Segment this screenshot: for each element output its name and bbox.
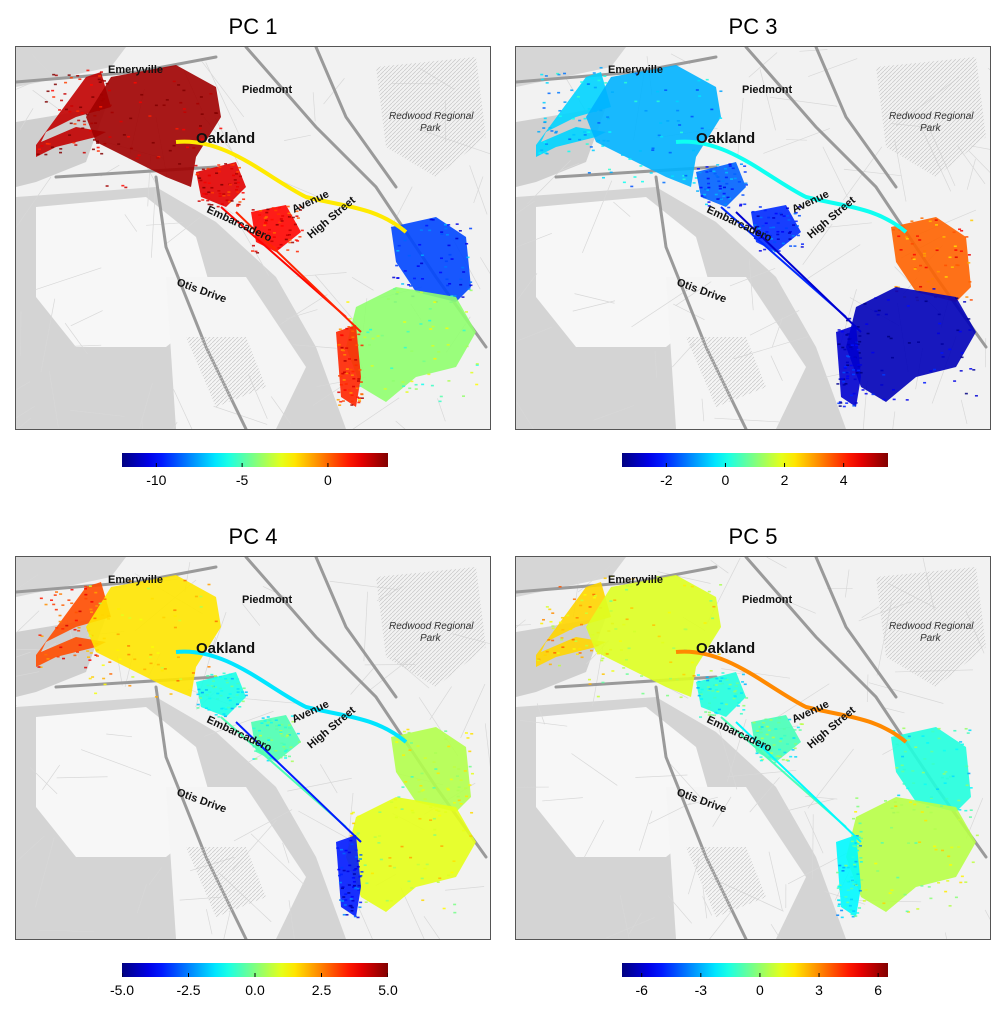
map-label-piedmont: Piedmont bbox=[742, 84, 792, 96]
colorbar-tick-label: 2 bbox=[780, 472, 789, 488]
data-region-chinatown bbox=[696, 162, 746, 207]
colorbar-tick-label: 3 bbox=[815, 982, 823, 998]
colorbar-tick-label: -6 bbox=[635, 982, 648, 998]
data-region-chinatown bbox=[696, 672, 746, 717]
map-label-piedmont: Piedmont bbox=[242, 84, 292, 96]
data-region-east-south bbox=[346, 797, 476, 912]
map-label-emeryville: Emeryville bbox=[608, 64, 663, 76]
map-label-redwood-line2: Park bbox=[920, 123, 942, 134]
map-svg: Emeryville Piedmont Oakland Redwood Regiona… bbox=[16, 557, 490, 939]
colorbar-tick-label: 0 bbox=[721, 472, 730, 488]
data-region-downtown bbox=[586, 575, 721, 697]
map-label-piedmont: Piedmont bbox=[242, 594, 292, 606]
colorbar-tick-label: -2.5 bbox=[176, 982, 201, 998]
map-view[interactable]: Emeryville Piedmont Oakland Redwood Regiona… bbox=[515, 556, 991, 940]
map-view[interactable]: Emeryville Piedmont Oakland Redwood Regiona… bbox=[15, 556, 491, 940]
data-region-west bbox=[36, 582, 111, 667]
colorbar-tick-label: 2.5 bbox=[311, 982, 332, 998]
colorbar-tick-label: -10 bbox=[146, 472, 167, 488]
map-label-redwood-line2: Park bbox=[420, 123, 442, 134]
data-region-west bbox=[36, 72, 111, 157]
map-view[interactable]: Emeryville Piedmont Oakland Redwood Regiona… bbox=[515, 46, 991, 430]
colorbar-tick-label: -5.0 bbox=[109, 982, 135, 998]
map-label-piedmont: Piedmont bbox=[742, 594, 792, 606]
data-region-east-south bbox=[846, 287, 976, 402]
colorbar-tick-label: -3 bbox=[694, 982, 708, 998]
colorbar-tick-label: 4 bbox=[839, 472, 848, 488]
data-region-west bbox=[536, 582, 611, 667]
colorbar bbox=[622, 963, 888, 977]
data-region-mid bbox=[751, 205, 801, 252]
colorbar-tick-label: -5 bbox=[235, 472, 249, 488]
map-label-redwood-line1: Redwood Regional bbox=[889, 111, 974, 122]
data-region-east-south bbox=[346, 287, 476, 402]
colorbar-tick-label: 0 bbox=[324, 472, 332, 488]
data-region-chinatown bbox=[196, 672, 246, 717]
data-region-west bbox=[536, 72, 611, 157]
data-region-downtown bbox=[86, 575, 221, 697]
colorbar bbox=[122, 453, 388, 467]
map-label-redwood-line1: Redwood Regional bbox=[389, 621, 474, 632]
colorbar bbox=[622, 453, 888, 467]
map-svg: Emeryville Piedmont Oakland Redwood Regiona… bbox=[516, 47, 990, 429]
data-region-mid bbox=[251, 715, 301, 762]
colorbar-tick-label: 0.0 bbox=[245, 982, 265, 998]
colorbar-tick-label: 0 bbox=[756, 982, 764, 998]
map-label-redwood-line1: Redwood Regional bbox=[889, 621, 974, 632]
data-region-downtown bbox=[586, 65, 721, 187]
data-region-south-strip bbox=[836, 835, 861, 917]
map-label-emeryville: Emeryville bbox=[608, 574, 663, 586]
map-label-redwood-line2: Park bbox=[920, 633, 942, 644]
map-svg: Emeryville Piedmont Oakland Redwood Regiona… bbox=[516, 557, 990, 939]
map-view[interactable]: Emeryville Piedmont Oakland Redwood Regiona… bbox=[15, 46, 491, 430]
panel-title: PC 3 bbox=[728, 14, 778, 39]
data-region-east-north bbox=[891, 727, 971, 812]
map-label-emeryville: Emeryville bbox=[108, 64, 163, 76]
data-region-east-south bbox=[846, 797, 976, 912]
map-label-redwood-line1: Redwood Regional bbox=[389, 111, 474, 122]
map-label-oakland: Oakland bbox=[696, 130, 755, 147]
map-label-redwood-line2: Park bbox=[420, 633, 442, 644]
colorbar-tick-label: -2 bbox=[660, 472, 673, 488]
colorbar-tick-label: 5.0 bbox=[378, 982, 398, 998]
map-label-emeryville: Emeryville bbox=[108, 574, 163, 586]
map-label-oakland: Oakland bbox=[196, 130, 255, 147]
panel-title: PC 4 bbox=[228, 524, 278, 549]
data-region-downtown bbox=[86, 65, 221, 187]
colorbar-tick-label: 6 bbox=[874, 982, 883, 998]
map-svg: Emeryville Piedmont Oakland Redwood Regiona… bbox=[16, 47, 490, 429]
map-label-oakland: Oakland bbox=[696, 640, 755, 657]
data-region-east-north bbox=[391, 727, 471, 812]
panel-title: PC 5 bbox=[728, 524, 778, 549]
map-label-oakland: Oakland bbox=[196, 640, 255, 657]
data-region-east-north bbox=[891, 217, 971, 302]
colorbar bbox=[122, 963, 388, 977]
panel-title: PC 1 bbox=[228, 14, 278, 39]
data-region-east-north bbox=[391, 217, 471, 302]
